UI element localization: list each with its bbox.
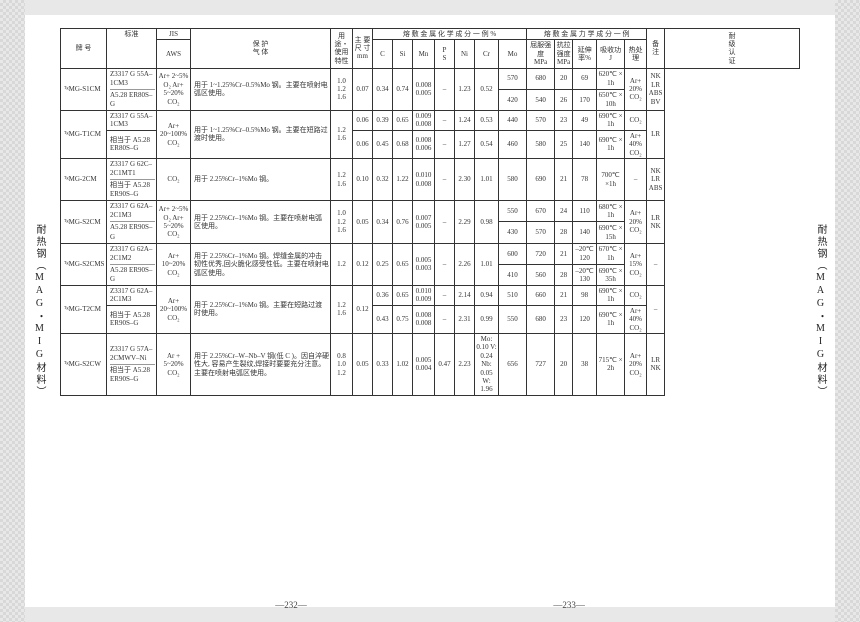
- std-cell: Z3317 G 62A–2C1M3: [107, 286, 157, 306]
- note-cell: Ar+ 15% CO₂: [625, 243, 647, 285]
- h-ht: 热处理: [625, 40, 647, 68]
- h-ys: 屈服强度 MPa: [527, 40, 555, 68]
- brand-cell: ᵀᵍMG-T1CM: [61, 110, 107, 158]
- h-std: 标准: [107, 29, 157, 40]
- h-im: 吸收功 J: [597, 40, 625, 68]
- std-cell: Z3317 G 57A– 2CMWV–Ni相当于 A5.28 ER90S–G: [107, 333, 157, 395]
- h-note: 备 注: [647, 29, 665, 69]
- std-cell: Z3317 G 62A–2C1M2A5.28 ER90S–G: [107, 243, 157, 285]
- ship-cell: LR: [647, 110, 665, 158]
- h-cr: Cr: [475, 40, 499, 68]
- std-cell: Z3317 G 55A–1CM3A5.28 ER80S–G: [107, 68, 157, 110]
- std-cell: Z3317 G 55A–1CM3: [107, 110, 157, 130]
- h-dim: 主 要 尺 寸 mm: [353, 29, 373, 69]
- side-label-left: 耐热钢（MAG・MIG材料）: [30, 216, 49, 406]
- dim-cell: 1.0 1.2 1.6: [331, 201, 353, 243]
- usage-cell: 用于 2.25%Cr–1%Mo 钢。主要在喷射电弧区使用。: [191, 201, 331, 243]
- shield-cell: CO₂: [157, 158, 191, 200]
- note-cell: Ar+ 20% CO₂: [625, 68, 647, 110]
- h-aws: AWS: [157, 40, 191, 68]
- dim-cell: 1.2: [331, 243, 353, 285]
- h-mo: Mo: [499, 40, 527, 68]
- shield-cell: Ar+ 2~5% O₂ Ar+ 5~20% CO₂: [157, 68, 191, 110]
- brand-cell: ᵀᵍMG-T2CM: [61, 286, 107, 334]
- h-si: Si: [393, 40, 413, 68]
- brand-cell: ᵀᵍMG-S2CW: [61, 333, 107, 395]
- h-c: C: [373, 40, 393, 68]
- right-texture: [835, 0, 860, 622]
- data-table: 牌 号 标准 JIS 保 护 气 体 用 途・使用特性 主 要 尺 寸 mm 熔…: [60, 28, 800, 396]
- std-cell: Z3317 G 62A–2C1M3A5.28 ER90S–G: [107, 201, 157, 243]
- dim-cell: 0.8 1.0 1.2: [331, 333, 353, 395]
- brand-cell: ᵀᵍMG-2CM: [61, 158, 107, 200]
- ship-cell: LR NK: [647, 201, 665, 243]
- ship-cell: –: [647, 286, 665, 334]
- note-cell: –: [625, 158, 647, 200]
- page-num-left: —232—: [275, 600, 307, 610]
- std-cell: Z3317 G 62C–2C1MT1相当于 A5.28 ER90S–G: [107, 158, 157, 200]
- usage-cell: 用于 2.25%Cr–1%Mo 钢。主要在短路过渡时使用。: [191, 286, 331, 334]
- h-chem: 熔 敷 金 属 化 学 成 分 一 例 %: [373, 29, 527, 40]
- dim-cell: 1.2 1.6: [331, 158, 353, 200]
- note-cell: Ar+ 20% CO₂: [625, 333, 647, 395]
- usage-cell: 用于 1~1.25%Cr–0.5%Mo 钢。主要在短路过渡时使用。: [191, 110, 331, 158]
- h-brand: 牌 号: [61, 29, 107, 69]
- std-cell: 相当于 A5.28 ER80S–G: [107, 130, 157, 158]
- shield-cell: Ar+ 20~100% CO₂: [157, 286, 191, 334]
- dim-cell: 1.0 1.2 1.6: [331, 68, 353, 110]
- h-mech: 熔 敷 金 属 力 学 成 分 一 例: [527, 29, 647, 40]
- h-ps: P S: [435, 40, 455, 68]
- h-shield: 保 护 气 体: [191, 29, 331, 69]
- ship-cell: NK LR ABS BV: [647, 68, 665, 110]
- data-table-wrap: 牌 号 标准 JIS 保 护 气 体 用 途・使用特性 主 要 尺 寸 mm 熔…: [60, 28, 800, 592]
- h-usage: 用 途・使用特性: [331, 29, 353, 69]
- h-ts: 抗拉强度 MPa: [555, 40, 573, 68]
- shield-cell: Ar+ 20~100% CO₂: [157, 110, 191, 158]
- side-label-right: 耐热钢（MAG・MIG材料）: [811, 216, 830, 406]
- note-cell: Ar+ 20% CO₂: [625, 201, 647, 243]
- ship-cell: LR NK: [647, 333, 665, 395]
- usage-cell: 用于 2.25%Cr–W–Nb–V 钢(低 C )。因自淬硬性大, 容易产生裂纹…: [191, 333, 331, 395]
- page-num-right: —233—: [553, 600, 585, 610]
- usage-cell: 用于 1~1.25%Cr–0.5%Mo 钢。主要在喷射电弧区使用。: [191, 68, 331, 110]
- std-cell: 相当于 A5.28 ER90S–G: [107, 305, 157, 333]
- usage-cell: 用于 2.25%Cr–1%Mo 钢。: [191, 158, 331, 200]
- shield-cell: Ar+ 10~20% CO₂: [157, 243, 191, 285]
- h-mn: Mn: [413, 40, 435, 68]
- h-jis: JIS: [157, 29, 191, 40]
- dim-cell: 1.2 1.6: [331, 110, 353, 158]
- left-texture: [0, 0, 25, 622]
- ship-cell: –: [647, 243, 665, 285]
- h-el: 延伸 率%: [573, 40, 597, 68]
- usage-cell: 用于 2.25%Cr–1%Mo 钢。焊缝金属的冲击韧性优秀,回火脆化感受性低。主…: [191, 243, 331, 285]
- brand-cell: ᵀᵍMG-S2CM: [61, 201, 107, 243]
- h-ship: 耐 级 认 证: [665, 29, 800, 69]
- dim-cell: 1.2 1.6: [331, 286, 353, 334]
- brand-cell: ᵀᵍMG-S1CM: [61, 68, 107, 110]
- shield-cell: Ar + 5~20% CO₂: [157, 333, 191, 395]
- h-ni: Ni: [455, 40, 475, 68]
- shield-cell: Ar+ 2~5% O₂ Ar+ 5~20% CO₂: [157, 201, 191, 243]
- brand-cell: ᵀᵍMG-S2CMS: [61, 243, 107, 285]
- ship-cell: NK LR ABS: [647, 158, 665, 200]
